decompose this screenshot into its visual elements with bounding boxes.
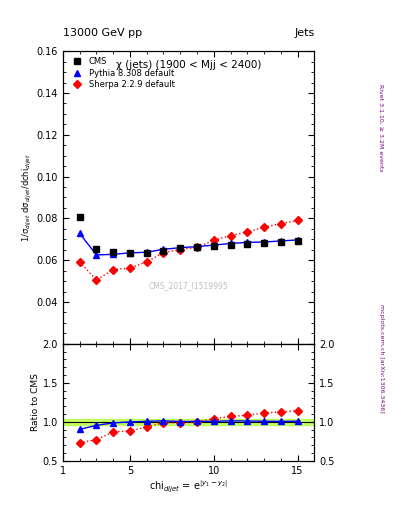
Line: Sherpa 2.2.9 default: Sherpa 2.2.9 default [77, 218, 300, 283]
Pythia 8.308 default [279, 238, 283, 244]
CMS [279, 239, 283, 245]
Sherpa 2.2.9 default [94, 277, 99, 283]
CMS [77, 214, 82, 220]
Pythia 8.308 default [94, 252, 99, 258]
Bar [63, 419, 314, 425]
Text: χ (jets) (1900 < Mjj < 2400): χ (jets) (1900 < Mjj < 2400) [116, 60, 261, 70]
CMS [211, 243, 216, 249]
CMS [245, 241, 250, 247]
CMS [295, 238, 300, 244]
X-axis label: chi$_{dijet}$ = e$^{|y_1 - y_2|}$: chi$_{dijet}$ = e$^{|y_1 - y_2|}$ [149, 478, 228, 495]
CMS [111, 249, 116, 255]
CMS [228, 242, 233, 248]
Line: Pythia 8.308 default: Pythia 8.308 default [77, 230, 300, 258]
Pythia 8.308 default [77, 230, 82, 237]
Sherpa 2.2.9 default [111, 267, 116, 273]
Sherpa 2.2.9 default [279, 221, 283, 227]
Pythia 8.308 default [111, 251, 116, 258]
CMS [144, 250, 149, 256]
Sherpa 2.2.9 default [245, 229, 250, 235]
Pythia 8.308 default [295, 237, 300, 243]
Pythia 8.308 default [228, 241, 233, 247]
Sherpa 2.2.9 default [262, 224, 266, 230]
Pythia 8.308 default [144, 249, 149, 255]
Text: 13000 GeV pp: 13000 GeV pp [63, 28, 142, 38]
Sherpa 2.2.9 default [128, 265, 132, 271]
Sherpa 2.2.9 default [295, 218, 300, 224]
Text: Rivet 3.1.10, ≥ 3.2M events: Rivet 3.1.10, ≥ 3.2M events [379, 84, 384, 172]
CMS [178, 245, 183, 251]
Legend: CMS, Pythia 8.308 default, Sherpa 2.2.9 default: CMS, Pythia 8.308 default, Sherpa 2.2.9 … [67, 55, 176, 91]
Sherpa 2.2.9 default [228, 232, 233, 239]
Sherpa 2.2.9 default [195, 244, 199, 250]
Sherpa 2.2.9 default [144, 259, 149, 265]
Y-axis label: 1/σ$_{dijet}$ dσ$_{dijet}$/dchi$_{dijet}$: 1/σ$_{dijet}$ dσ$_{dijet}$/dchi$_{dijet}… [21, 153, 34, 242]
CMS [262, 240, 266, 246]
Pythia 8.308 default [195, 244, 199, 250]
Pythia 8.308 default [245, 239, 250, 245]
Sherpa 2.2.9 default [211, 237, 216, 243]
Pythia 8.308 default [161, 246, 166, 252]
Pythia 8.308 default [178, 245, 183, 251]
Sherpa 2.2.9 default [178, 246, 183, 252]
CMS [161, 248, 166, 254]
Y-axis label: Ratio to CMS: Ratio to CMS [31, 373, 40, 431]
Text: CMS_2017_I1519995: CMS_2017_I1519995 [149, 281, 228, 290]
CMS [195, 244, 199, 250]
CMS [128, 249, 132, 255]
Line: CMS: CMS [76, 214, 301, 257]
Text: Jets: Jets [294, 28, 314, 38]
CMS [94, 246, 99, 252]
Sherpa 2.2.9 default [161, 249, 166, 255]
Text: mcplots.cern.ch [arXiv:1306.3436]: mcplots.cern.ch [arXiv:1306.3436] [379, 304, 384, 413]
Pythia 8.308 default [211, 242, 216, 248]
Pythia 8.308 default [262, 239, 266, 245]
Sherpa 2.2.9 default [77, 259, 82, 265]
Pythia 8.308 default [128, 250, 132, 256]
